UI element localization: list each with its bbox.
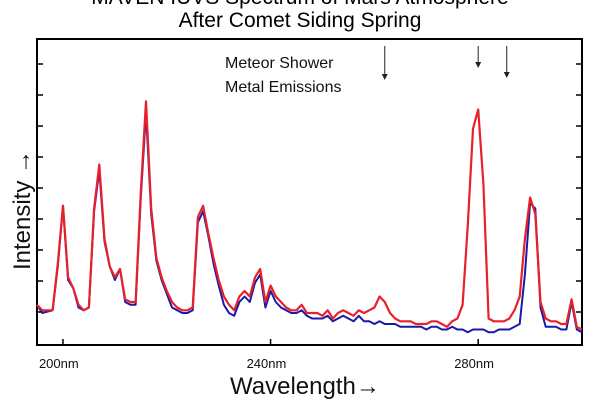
annotation-line2: Metal Emissions	[225, 79, 342, 96]
chart-title-line1: MAVEN IUVS Spectrum of Mars Atmosphere	[0, 0, 600, 10]
x-tick-label: 280nm	[454, 356, 494, 371]
plot-frame	[36, 38, 583, 346]
series-lines	[36, 100, 583, 334]
chart-title-line2: After Comet Siding Spring	[178, 9, 422, 32]
series-line-1	[36, 111, 583, 334]
x-tick-label: 240nm	[246, 356, 287, 371]
annotation-arrow-head	[503, 72, 510, 78]
annotation-line1: Meteor Shower	[225, 55, 334, 72]
series-line-2	[36, 100, 583, 331]
annotation-arrow-head	[381, 74, 388, 80]
annotation-arrow-head	[475, 62, 482, 68]
x-tick-label: 200nm	[38, 356, 79, 371]
x-axis-label: Wavelength→	[230, 373, 380, 400]
y-axis-ticks	[37, 63, 582, 313]
y-axis-label: Intensity →	[9, 149, 36, 271]
x-axis-ticks	[62, 339, 479, 345]
annotation-arrows	[381, 46, 510, 80]
